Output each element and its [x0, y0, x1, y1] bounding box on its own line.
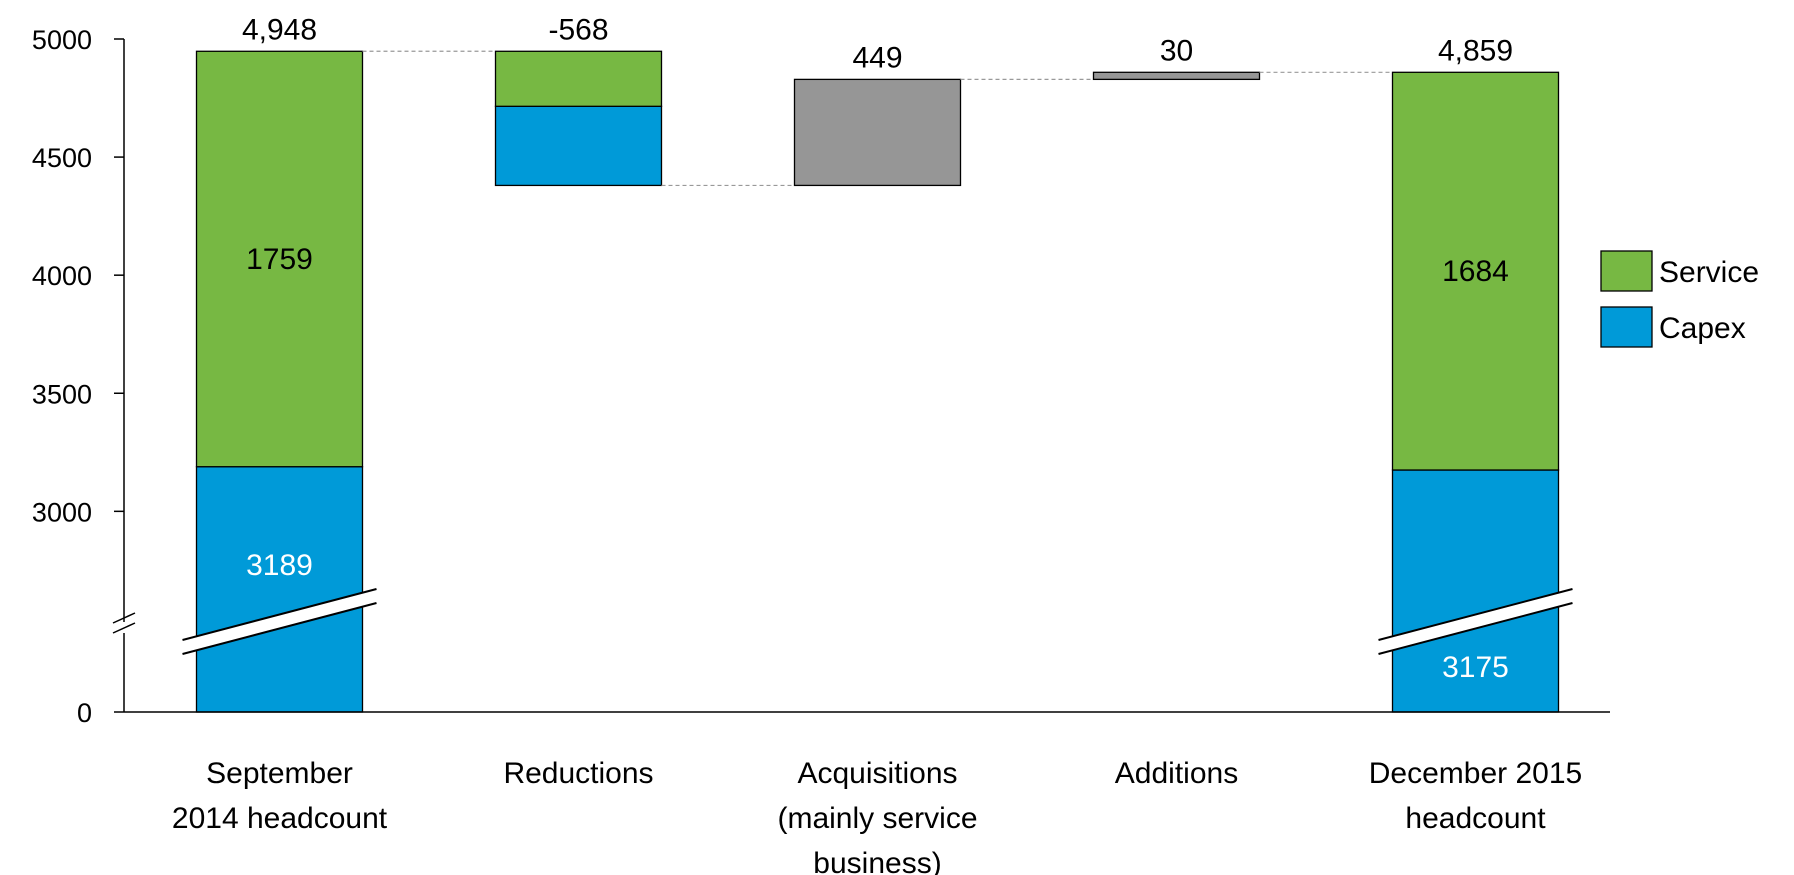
category-label-0-line-1: 2014 headcount	[172, 802, 388, 835]
bar-0-segment-service-1	[195, 50, 364, 468]
bar-total-label-3: 30	[1160, 34, 1193, 67]
bar-4-segment-label-capex: 3175	[1442, 651, 1509, 684]
axis-break-gap-0	[182, 589, 377, 654]
axis-break-line-0-b	[182, 602, 377, 655]
axis-break-line-4-a	[1378, 588, 1573, 641]
legend-label-capex: Capex	[1659, 312, 1746, 345]
category-label-4-line-1: headcount	[1405, 802, 1546, 835]
bar-4-segment-capex-0	[1391, 469, 1560, 713]
bar-total-label-4: 4,859	[1438, 34, 1513, 67]
y-tick-label-4500: 4500	[32, 143, 92, 173]
bar-1-segment-capex-0	[494, 105, 663, 187]
category-label-1-line-0: Reductions	[503, 757, 653, 790]
axis-break-line-4-b	[1378, 602, 1573, 655]
y-tick-label-3000: 3000	[32, 497, 92, 527]
legend-swatch-service	[1600, 250, 1653, 292]
category-label-2-line-0: Acquisitions	[797, 757, 957, 790]
bar-total-label-0: 4,948	[242, 13, 317, 46]
category-label-2-line-1: (mainly service	[777, 802, 977, 835]
y-axis-break-mark-b	[112, 622, 136, 634]
y-tick-label-5000: 5000	[32, 25, 92, 55]
bar-0-segment-label-capex: 3189	[246, 549, 313, 582]
y-axis-break-mark-a	[112, 612, 136, 624]
legend-label-service: Service	[1659, 256, 1759, 289]
bar-1-segment-service-1	[494, 50, 663, 107]
axis-break-line-0-a	[182, 588, 377, 641]
y-tick-label-4000: 4000	[32, 261, 92, 291]
bar-0-segment-label-service: 1759	[246, 243, 313, 276]
bar-3-segment-other-0	[1092, 71, 1261, 81]
bar-2-segment-other-0	[793, 78, 962, 187]
category-label-4-line-0: December 2015	[1369, 757, 1582, 790]
bar-0-segment-capex-0	[195, 466, 364, 713]
y-tick-label-3500: 3500	[32, 379, 92, 409]
axis-break-gap-4	[1378, 589, 1573, 654]
category-label-0-line-0: September	[206, 757, 353, 790]
category-label-2-line-2: business)	[813, 847, 941, 875]
bar-4-segment-service-1	[1391, 71, 1560, 471]
bar-4-segment-label-service: 1684	[1442, 255, 1509, 288]
y-tick-label-0: 0	[77, 698, 92, 728]
bar-total-label-1: -568	[548, 13, 608, 46]
bar-total-label-2: 449	[852, 41, 902, 74]
category-label-3-line-0: Additions	[1115, 757, 1238, 790]
legend-swatch-capex	[1600, 306, 1653, 348]
